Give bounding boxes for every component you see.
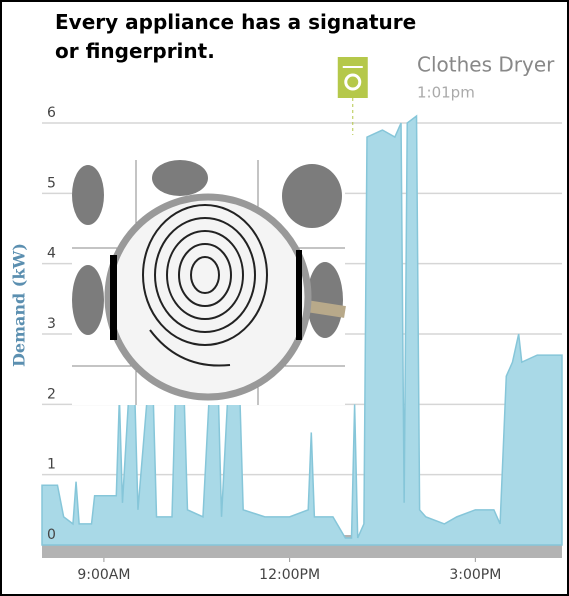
x-tick-label: 9:00AM <box>77 567 130 583</box>
y-tick-label: 3 <box>47 316 56 332</box>
x-tick-label: 3:00PM <box>449 567 501 583</box>
x-tick-label: 12:00PM <box>259 567 320 583</box>
y-tick-label: 1 <box>47 457 56 473</box>
y-axis-label: Demand (kW) <box>10 243 29 367</box>
y-tick-label: 0 <box>47 527 56 543</box>
demand-area <box>41 114 563 546</box>
fingerprint-image <box>72 160 346 405</box>
y-tick-label: 2 <box>47 386 56 402</box>
annotation-time: 1:01pm <box>417 84 475 102</box>
y-tick-label: 4 <box>47 246 56 262</box>
chart-title: Every appliance has a signature or finger… <box>55 10 416 63</box>
dryer-icon <box>337 57 368 98</box>
y-tick-label: 5 <box>47 175 56 191</box>
dryer-icon-door <box>344 73 362 91</box>
annotation: Clothes Dryer 1:01pm <box>337 53 555 135</box>
y-tick-label: 6 <box>47 105 56 121</box>
annotation-label: Clothes Dryer <box>417 53 555 77</box>
